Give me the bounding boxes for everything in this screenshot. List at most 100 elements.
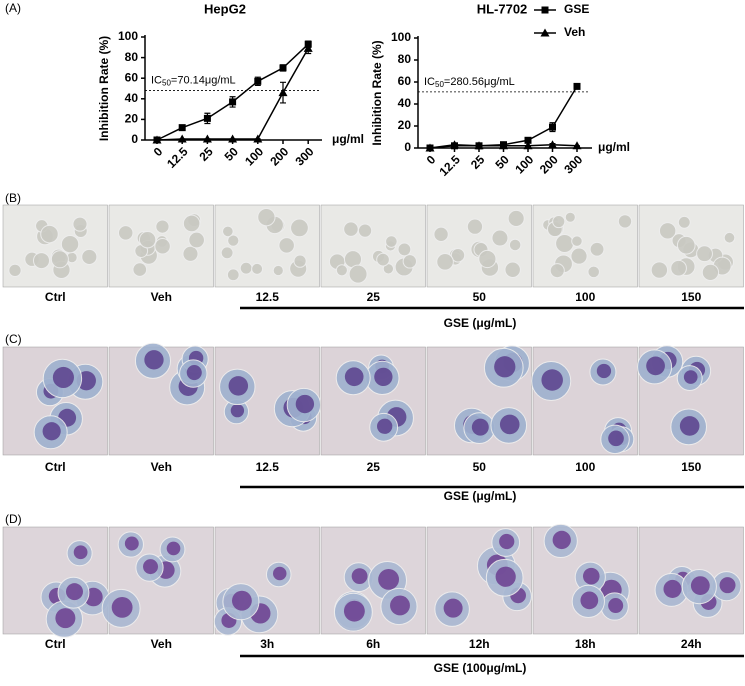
ic50-annotation: IC50=280.56μg/mL bbox=[424, 76, 515, 89]
ic50-annotation: IC50=70.14μg/mL bbox=[151, 74, 236, 87]
x-tick-label: 50 bbox=[493, 152, 513, 172]
cell bbox=[32, 252, 51, 270]
group-label: GSE (100μg/mL) bbox=[434, 661, 527, 675]
x-tick-label: 200 bbox=[267, 144, 291, 168]
y-tick-label: 40 bbox=[125, 91, 139, 105]
cell bbox=[226, 268, 240, 282]
nucleus bbox=[295, 394, 315, 414]
image-caption: Ctrl bbox=[45, 460, 66, 474]
cell bbox=[570, 247, 588, 265]
nucleus bbox=[228, 376, 249, 396]
y-tick-label: 0 bbox=[131, 132, 138, 146]
group-label: GSE (μg/mL) bbox=[444, 489, 517, 503]
image-caption: 3h bbox=[260, 637, 274, 651]
cell bbox=[278, 237, 295, 254]
x-tick-label: 25 bbox=[468, 152, 488, 172]
nucleus bbox=[65, 583, 83, 601]
image-caption: Ctrl bbox=[45, 637, 66, 651]
nucleus bbox=[663, 579, 682, 598]
nucleus bbox=[186, 364, 202, 381]
image-caption: Veh bbox=[151, 460, 172, 474]
x-unit: μg/ml bbox=[332, 132, 364, 146]
image-caption: 25 bbox=[367, 460, 381, 474]
nucleus bbox=[690, 576, 710, 596]
nucleus bbox=[596, 363, 612, 379]
cell bbox=[257, 208, 276, 227]
image-caption: Veh bbox=[151, 637, 172, 651]
nucleus bbox=[582, 567, 600, 585]
ic50-subscript: 50 bbox=[435, 80, 444, 89]
cell bbox=[182, 214, 201, 233]
marker bbox=[572, 141, 582, 150]
nucleus bbox=[495, 566, 516, 587]
cell bbox=[357, 223, 373, 238]
series-line bbox=[429, 86, 578, 149]
cell bbox=[670, 259, 687, 277]
cell bbox=[617, 214, 633, 229]
y-tick-label: 80 bbox=[398, 52, 412, 66]
nucleus bbox=[166, 541, 181, 556]
image-caption: 50 bbox=[473, 290, 487, 304]
marker bbox=[474, 141, 484, 150]
cell bbox=[564, 211, 576, 223]
marker bbox=[540, 28, 550, 37]
cell bbox=[478, 249, 497, 269]
panel-label: (A) bbox=[5, 1, 21, 15]
nucleus bbox=[143, 559, 158, 575]
cell bbox=[696, 245, 713, 263]
x-tick-label: 100 bbox=[242, 144, 266, 168]
panel-label: (B) bbox=[5, 191, 21, 205]
cell bbox=[290, 218, 309, 238]
marker bbox=[228, 134, 238, 143]
ic50-prefix: IC bbox=[424, 76, 435, 88]
marker bbox=[202, 134, 212, 143]
cell bbox=[402, 254, 417, 269]
nucleus bbox=[499, 533, 515, 550]
cell bbox=[251, 262, 264, 275]
marker bbox=[152, 135, 162, 144]
nucleus bbox=[443, 598, 463, 618]
image-caption: Ctrl bbox=[45, 290, 66, 304]
cell bbox=[571, 235, 583, 247]
nucleus bbox=[608, 598, 624, 614]
cell bbox=[188, 231, 205, 249]
panel-label: (D) bbox=[5, 512, 22, 526]
cell bbox=[72, 216, 88, 232]
ic50-subscript: 50 bbox=[162, 79, 171, 88]
nucleus bbox=[73, 545, 88, 560]
x-tick-label: 200 bbox=[537, 152, 561, 176]
nucleus bbox=[144, 350, 164, 370]
image-caption: 25 bbox=[367, 290, 381, 304]
cell bbox=[385, 235, 398, 248]
cell bbox=[60, 234, 80, 254]
x-tick-label: 50 bbox=[222, 144, 242, 164]
y-tick-label: 60 bbox=[398, 74, 412, 88]
cell bbox=[376, 252, 390, 267]
nucleus bbox=[646, 356, 665, 376]
nucleus bbox=[377, 418, 393, 434]
x-tick-label: 25 bbox=[196, 144, 216, 164]
nucleus bbox=[344, 367, 364, 387]
x-tick-label: 100 bbox=[512, 152, 536, 176]
nucleus bbox=[580, 591, 599, 610]
y-tick-label: 20 bbox=[398, 118, 412, 132]
cell bbox=[239, 261, 253, 275]
marker bbox=[278, 88, 288, 97]
cell bbox=[293, 254, 307, 268]
image-caption: 150 bbox=[681, 290, 701, 304]
cell bbox=[466, 218, 484, 235]
nucleus bbox=[273, 566, 287, 581]
x-tick-label: 0 bbox=[151, 144, 166, 159]
cell bbox=[50, 250, 69, 269]
nucleus bbox=[679, 416, 700, 436]
nucleus bbox=[230, 403, 245, 418]
marker bbox=[425, 143, 435, 152]
marker bbox=[573, 82, 581, 90]
cell bbox=[701, 263, 720, 282]
y-tick-label: 40 bbox=[398, 96, 412, 110]
nucleus bbox=[55, 608, 76, 629]
image-caption: 6h bbox=[366, 637, 380, 651]
chart-title: HL-7702 bbox=[477, 1, 528, 16]
marker bbox=[549, 123, 556, 131]
x-tick-label: 12.5 bbox=[164, 144, 191, 171]
